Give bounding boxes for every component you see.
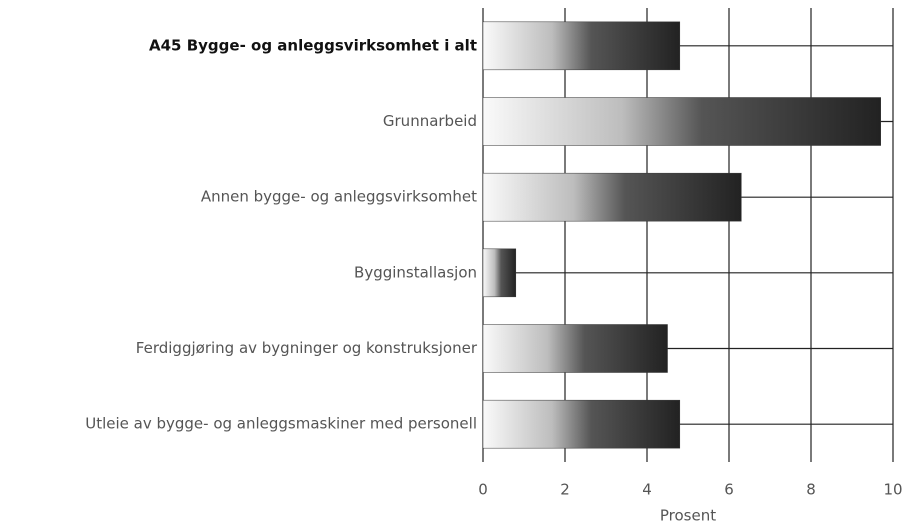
y-tick-label: Ferdiggjøring av bygninger og konstruksj… <box>136 339 478 357</box>
y-tick-label: Grunnarbeid <box>383 112 477 130</box>
y-tick-label: Utleie av bygge- og anleggsmaskiner med … <box>85 415 477 433</box>
bar <box>482 399 681 449</box>
bar <box>482 324 668 373</box>
bar <box>482 248 517 298</box>
x-tick-label: 2 <box>560 481 570 499</box>
bar <box>482 21 681 71</box>
x-tick-label: 4 <box>642 481 652 499</box>
x-tick-label: 10 <box>883 481 902 499</box>
x-tick-label: 0 <box>478 481 488 499</box>
y-tick-label: Bygginstallasjon <box>354 263 477 281</box>
y-tick-label: A45 Bygge- og anleggsvirksomhet i alt <box>149 36 477 54</box>
x-tick-label: 8 <box>806 481 816 499</box>
x-axis-label: Prosent <box>660 507 716 525</box>
x-tick-label: 6 <box>724 481 734 499</box>
y-tick-label: Annen bygge- og anleggsvirksomhet <box>201 188 477 206</box>
bar <box>482 172 742 222</box>
bar <box>482 97 881 146</box>
